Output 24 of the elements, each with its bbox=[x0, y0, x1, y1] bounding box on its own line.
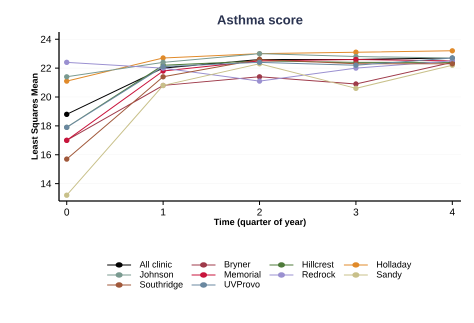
legend-label: Holladay bbox=[377, 260, 412, 270]
y-tick-label: 22 bbox=[40, 64, 51, 72]
legend-label: Memorial bbox=[224, 270, 260, 278]
legend-label: Sandy bbox=[376, 270, 402, 280]
x-axis-title: Time (quarter of year) bbox=[214, 218, 306, 227]
x-tick-label: 3 bbox=[354, 208, 358, 216]
x-tick-label: 2 bbox=[257, 208, 262, 216]
x-tick-label: 1 bbox=[161, 208, 166, 216]
legend-label: Johnson bbox=[140, 270, 174, 278]
legend-label: Hillcrest bbox=[302, 260, 334, 268]
x-tick-label: 4 bbox=[450, 208, 455, 216]
legend-label: UVProvo bbox=[224, 281, 260, 288]
x-tick-label: 0 bbox=[64, 208, 70, 216]
legend-label: Bryner bbox=[224, 261, 250, 270]
legend-label: Southridge bbox=[140, 280, 183, 290]
y-tick-label: 14 bbox=[41, 180, 52, 188]
y-tick-label: 24 bbox=[40, 36, 52, 43]
y-tick-label: 18 bbox=[41, 122, 52, 130]
y-tick-label: 20 bbox=[40, 93, 52, 101]
y-tick-label: 16 bbox=[41, 151, 52, 158]
y-axis-title: Least Squares Mean bbox=[31, 74, 40, 160]
chart-title: Asthma score bbox=[217, 14, 303, 24]
legend-label: Redrock bbox=[302, 270, 336, 278]
legend-label: All clinic bbox=[140, 260, 172, 268]
